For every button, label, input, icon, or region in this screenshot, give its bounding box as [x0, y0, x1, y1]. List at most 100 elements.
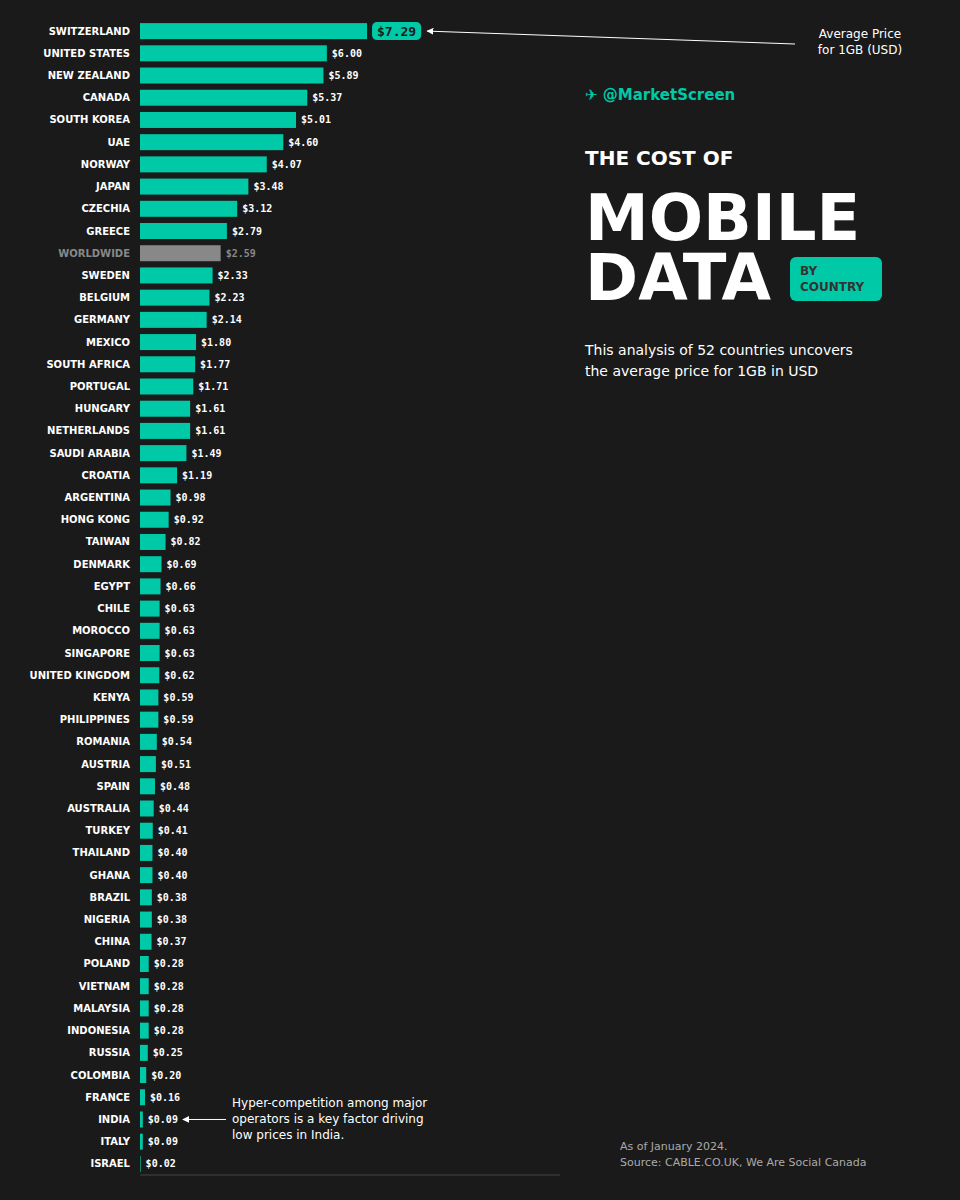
- category-label: GERMANY: [74, 314, 131, 325]
- category-label: COLOMBIA: [71, 1070, 131, 1081]
- category-label: SWITZERLAND: [49, 26, 130, 37]
- handle: ✈ @MarketScreen: [585, 86, 735, 104]
- bars: [140, 23, 367, 1172]
- bar: [140, 378, 193, 394]
- bar: [140, 223, 227, 239]
- annotation-arrow: [183, 1119, 226, 1120]
- value-label: $0.25: [153, 1047, 183, 1058]
- category-label: SOUTH KOREA: [49, 114, 130, 125]
- category-label: DENMARK: [73, 559, 131, 570]
- category-label: INDIA: [98, 1114, 130, 1125]
- value-label: $0.28: [154, 1003, 184, 1014]
- value-label: $0.02: [146, 1158, 176, 1169]
- value-label: $1.61: [195, 425, 225, 436]
- bar: [140, 1111, 143, 1127]
- chart: SWITZERLAND$7.29UNITED STATES$6.00NEW ZE…: [0, 0, 960, 1200]
- category-label: MEXICO: [86, 337, 130, 348]
- value-label: $2.79: [232, 226, 262, 237]
- category-label: SWEDEN: [81, 270, 130, 281]
- category-label: NETHERLANDS: [47, 425, 130, 436]
- bar: [140, 90, 307, 106]
- value-label: $2.59: [226, 248, 256, 259]
- bar: [140, 423, 190, 439]
- category-label: RUSSIA: [89, 1047, 130, 1058]
- bar: [140, 645, 160, 661]
- title-sub-box: [790, 257, 882, 301]
- value-label: $2.33: [218, 270, 248, 281]
- value-label: $0.66: [166, 581, 196, 592]
- bar: [140, 823, 153, 839]
- bar: [140, 712, 158, 728]
- value-label: $0.92: [174, 514, 204, 525]
- bar: [140, 290, 209, 306]
- value-label: $0.40: [157, 847, 187, 858]
- category-label: HUNGARY: [75, 403, 131, 414]
- category-label: POLAND: [83, 958, 130, 969]
- category-label: JAPAN: [95, 181, 130, 192]
- value-label: $0.51: [161, 759, 191, 770]
- category-label: AUSTRIA: [81, 759, 130, 770]
- value-label: $0.48: [160, 781, 190, 792]
- category-label: ISRAEL: [90, 1158, 130, 1169]
- value-label-box: [372, 22, 421, 40]
- bar: [140, 334, 196, 350]
- value-label: $0.59: [163, 714, 193, 725]
- bar: [140, 45, 327, 61]
- category-label: CHINA: [94, 936, 130, 947]
- bar: [140, 623, 160, 639]
- value-label: $0.28: [154, 1025, 184, 1036]
- category-label: CANADA: [83, 92, 130, 103]
- value-label: $4.07: [272, 159, 302, 170]
- category-label: SINGAPORE: [64, 648, 130, 659]
- bar: [140, 1023, 149, 1039]
- value-label: $2.14: [212, 314, 242, 325]
- source: As of January 2024.Source: CABLE.CO.UK, …: [620, 1140, 867, 1169]
- value-label: $1.71: [198, 381, 228, 392]
- bar: [140, 156, 267, 172]
- category-label: CROATIA: [81, 470, 130, 481]
- bar: [140, 956, 149, 972]
- value-axis-label: Average Pricefor 1GB (USD): [818, 27, 902, 57]
- category-label: INDONESIA: [67, 1025, 130, 1036]
- bar: [140, 1156, 141, 1172]
- category-label: SPAIN: [97, 781, 130, 792]
- value-label: $7.29: [377, 24, 416, 39]
- value-label: $0.20: [151, 1070, 181, 1081]
- value-label: $0.69: [166, 559, 196, 570]
- category-label: CHILE: [97, 603, 130, 614]
- bar: [140, 867, 152, 883]
- value-label: $5.89: [328, 70, 358, 81]
- category-label: PHILIPPINES: [60, 714, 130, 725]
- bar: [140, 934, 152, 950]
- bar: [140, 801, 154, 817]
- category-label: NEW ZEALAND: [48, 70, 130, 81]
- value-label: $0.37: [157, 936, 187, 947]
- category-label: VIETNAM: [79, 981, 130, 992]
- bar: [140, 68, 323, 84]
- value-label: $0.82: [171, 536, 201, 547]
- category-label: HONG KONG: [61, 514, 130, 525]
- kicker: THE COST OF: [585, 146, 733, 170]
- annotation: Hyper-competition among majoroperators i…: [232, 1096, 427, 1142]
- value-label: $5.01: [301, 114, 331, 125]
- value-label: $0.63: [165, 603, 195, 614]
- bar: [140, 267, 213, 283]
- bar: [140, 512, 169, 528]
- bar: [140, 889, 152, 905]
- labels: SWITZERLAND$7.29UNITED STATES$6.00NEW ZE…: [30, 22, 422, 1169]
- value-label: $0.38: [157, 892, 187, 903]
- bar: [140, 112, 296, 128]
- bar: [140, 201, 237, 217]
- x-axis-line: [140, 1175, 560, 1176]
- category-label: TAIWAN: [86, 536, 130, 547]
- value-label: $0.40: [157, 870, 187, 881]
- category-label: NORWAY: [81, 159, 131, 170]
- subtitle: This analysis of 52 countries uncoversth…: [584, 342, 853, 379]
- category-label: AUSTRALIA: [67, 803, 130, 814]
- bar: [140, 356, 195, 372]
- category-label: KENYA: [93, 692, 130, 703]
- label-arrow: [427, 31, 795, 44]
- category-label: MOROCCO: [72, 625, 130, 636]
- bar: [140, 534, 166, 550]
- value-label: $0.98: [176, 492, 206, 503]
